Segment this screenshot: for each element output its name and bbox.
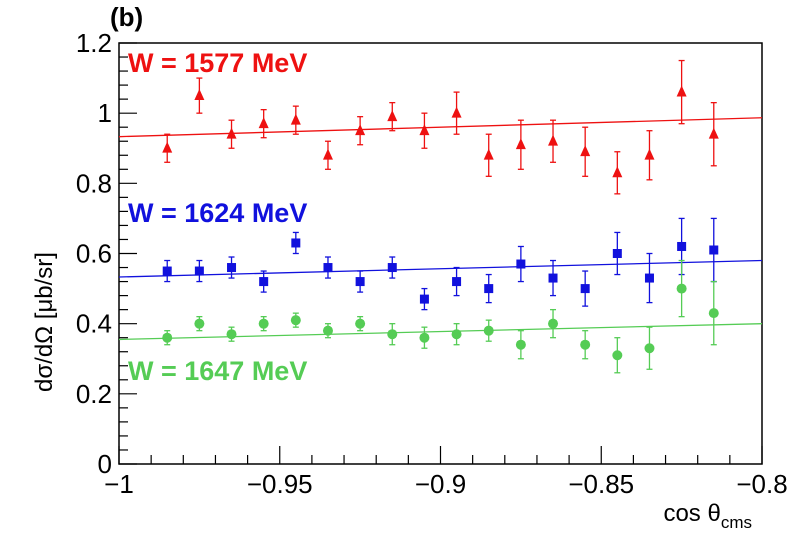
data-point [644,343,655,354]
series-3: W = 1647 MeV [118,259,763,386]
data-point [580,284,590,294]
y-tick-label: 1 [98,98,112,128]
data-point [708,308,719,319]
data-point [290,315,301,326]
data-point [580,145,591,157]
fit-line [118,323,763,341]
x-axis-title-subscript: cms [721,513,752,532]
data-point [515,138,526,150]
x-tick-label: −0.9 [415,469,466,499]
x-tick-label: −1 [104,469,134,499]
data-point [644,273,654,283]
data-point [548,318,559,329]
data-point [259,277,269,287]
data-point [355,124,366,136]
data-point [226,329,237,340]
data-point [162,266,172,276]
data-point [419,332,430,343]
data-point [676,85,687,97]
data-point [355,277,365,287]
data-point [612,350,623,361]
data-point [483,148,494,160]
x-axis-title-main: cos θ [663,500,720,527]
data-point [483,325,494,336]
data-point [451,329,462,340]
series-2: W = 1624 MeV [118,198,763,311]
data-point [162,141,173,153]
data-point [387,110,398,122]
data-point [612,249,622,258]
data-point [612,166,623,178]
data-point [677,241,687,251]
data-point [419,124,430,136]
data-point [194,89,205,101]
data-point [355,318,366,329]
y-axis-title: dσ/dΩ [μb/sr] [31,252,58,392]
series-1: W = 1577 MeV [118,48,763,195]
y-tick-label: 0.4 [76,309,112,339]
data-point [548,273,558,283]
y-tick-label: 0.2 [76,379,112,409]
data-point [322,148,333,160]
data-point [452,277,462,287]
data-point [515,339,526,350]
data-point [419,294,429,304]
data-point [580,339,591,350]
data-point [676,283,687,294]
data-point [484,284,494,294]
plot-area: −1 −0.95 −0.9 −0.85 −0.8 0 0.2 0.4 0.6 0.8 1 1.2 W =… [76,28,788,499]
data-point [227,263,237,273]
data-point [548,134,559,146]
data-point [709,245,719,255]
x-tick-label: −0.95 [247,469,313,499]
y-tick-label: 0.6 [76,239,112,269]
plot-frame [118,42,763,465]
data-point [194,318,205,329]
series-label: W = 1624 MeV [128,198,307,228]
series-label: W = 1577 MeV [128,48,307,78]
y-tick-label: 0.8 [76,168,112,198]
x-tick-label: −0.8 [736,469,787,499]
data-point [291,238,301,248]
series-label: W = 1647 MeV [128,356,307,386]
data-point [322,325,333,336]
data-point [708,127,719,139]
data-point [258,117,269,129]
data-point [644,148,655,160]
x-axis-title: cos θcms [663,500,752,532]
data-point [226,127,237,139]
y-tick-label: 1.2 [76,28,112,58]
x-tick-label: −0.85 [568,469,634,499]
data-point [387,329,398,340]
data-point [323,263,333,273]
data-point [194,266,204,276]
data-point [258,318,269,329]
panel-label: (b) [110,2,143,32]
fit-line [118,117,763,138]
data-point [516,259,526,269]
y-tick-label: 0 [98,449,112,479]
data-point [290,113,301,125]
data-point [451,106,462,118]
fit-line [118,259,763,278]
data-point [387,263,397,273]
data-point [162,332,173,343]
